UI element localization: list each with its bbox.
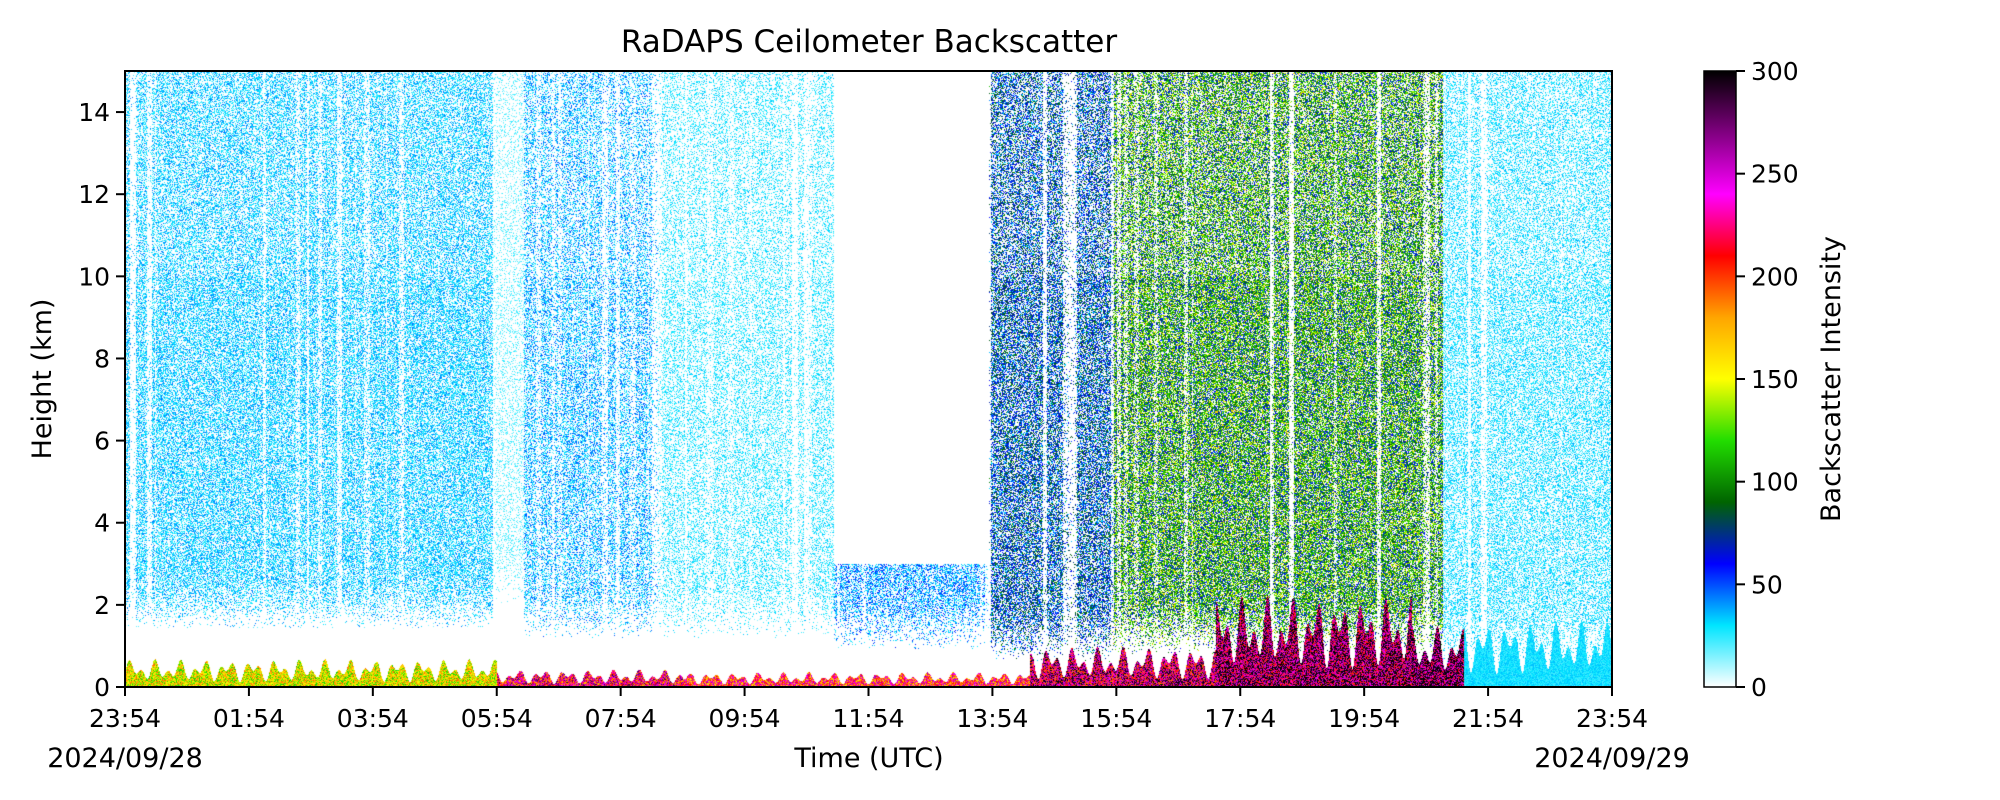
- y-tick-label: 10: [78, 262, 110, 291]
- y-tick-label: 8: [94, 344, 110, 373]
- chart-title: RaDAPS Ceilometer Backscatter: [621, 24, 1117, 60]
- y-tick-label: 4: [94, 509, 110, 538]
- end-date-label: 2024/09/29: [1534, 743, 1690, 774]
- y-axis-label: Height (km): [27, 299, 58, 460]
- x-tick-label: 07:54: [585, 704, 657, 733]
- x-tick-label: 19:54: [1328, 704, 1400, 733]
- x-tick-label: 03:54: [337, 704, 409, 733]
- colorbar-tick-label: 200: [1751, 262, 1799, 291]
- y-tick-label: 12: [78, 180, 110, 209]
- colorbar-tick-label: 300: [1751, 57, 1799, 86]
- x-tick-label: 11:54: [832, 704, 904, 733]
- colorbar-tick-label: 250: [1751, 160, 1799, 189]
- x-axis-label: Time (UTC): [793, 743, 943, 774]
- colorbar-tick-label: 100: [1751, 468, 1799, 497]
- y-tick-label: 0: [94, 673, 110, 702]
- colorbar-tick-label: 150: [1751, 365, 1799, 394]
- colorbar: 0 50 100 150 200 250 300: [1703, 57, 1799, 702]
- x-tick-label: 21:54: [1452, 704, 1524, 733]
- backscatter-heatmap: [125, 71, 1612, 687]
- x-tick-label: 09:54: [709, 704, 781, 733]
- x-tick-label: 05:54: [461, 704, 533, 733]
- y-tick-label: 6: [94, 427, 110, 456]
- colorbar-tick-label: 50: [1751, 570, 1783, 599]
- x-tick-label: 23:54: [89, 704, 161, 733]
- y-tick-label: 2: [94, 591, 110, 620]
- plot-area: [125, 71, 1612, 687]
- x-tick-label: 23:54: [1576, 704, 1648, 733]
- x-tick-label: 13:54: [956, 704, 1028, 733]
- x-tick-label: 01:54: [213, 704, 285, 733]
- colorbar-label: Backscatter Intensity: [1816, 236, 1847, 522]
- x-tick-label: 15:54: [1080, 704, 1152, 733]
- y-tick-label: 14: [78, 98, 110, 127]
- start-date-label: 2024/09/28: [47, 743, 203, 774]
- x-axis: 23:54 01:54 03:54 05:54 07:54 09:54 11:54 13:54…: [89, 687, 1648, 733]
- y-axis: 0 2 4 6 8 10 12 14: [78, 98, 125, 702]
- colorbar-gradient: [1703, 70, 1737, 688]
- colorbar-tick-label: 0: [1751, 673, 1767, 702]
- x-tick-label: 17:54: [1204, 704, 1276, 733]
